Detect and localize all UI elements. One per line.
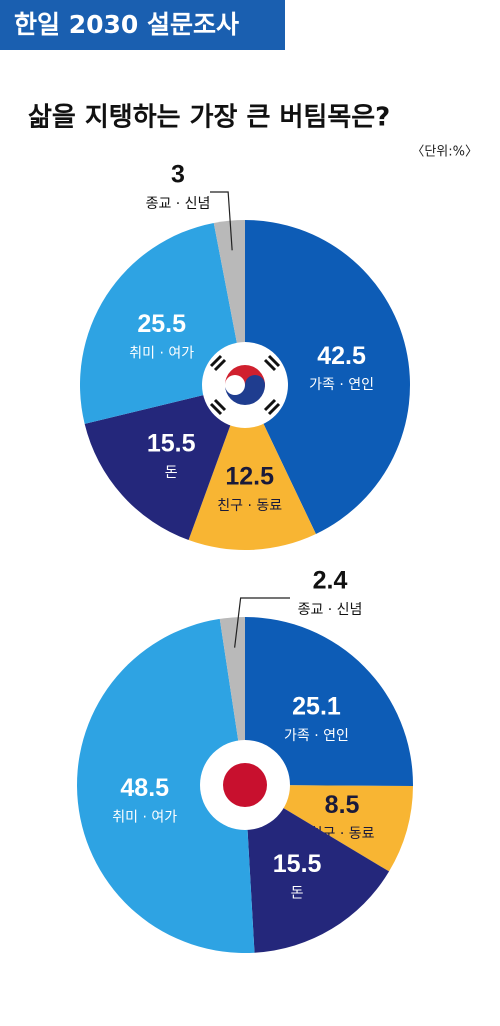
category-label: 가족 · 연인 [284,728,349,744]
title: 삶을 지탱하는 가장 큰 버팀목은? [28,103,390,133]
leader-line [234,597,290,648]
category-label: 돈 [165,465,178,481]
value-label: 3 [171,161,185,189]
pie-slice [245,785,413,872]
pie-slice [245,785,390,953]
category-label: 친구 · 동료 [217,498,282,514]
value-label: 12.5 [225,462,274,490]
value-label: 2.4 [313,567,348,595]
pie-slice [245,220,410,534]
pie-slice [188,385,316,550]
value-label: 25.1 [292,693,341,721]
japan-flag [200,740,290,830]
value-label: 15.5 [147,430,196,458]
category-label: 종교 · 신념 [146,196,211,212]
category-label: 취미 · 여가 [112,809,177,825]
pies: 42.5 가족 · 연인 12.5 친구 · 동료 15.5 돈 25.5 취미 · 여가 3 종… [77,161,413,953]
category-label: 돈 [291,885,304,901]
header: 한일 2030 설문조사 [14,10,239,39]
value-label: 25.5 [137,310,186,338]
korea-flag [202,342,288,428]
leader-line [210,191,233,251]
value-label: 8.5 [325,791,360,819]
pie-slice [245,617,413,787]
value-label: 42.5 [317,342,366,370]
category-label: 가족 · 연인 [309,377,374,393]
value-label: 15.5 [273,850,322,878]
header-box [0,0,285,50]
pie-slice [77,618,255,953]
category-label: 종교 · 신념 [298,602,363,618]
pie-slice [84,385,245,541]
value-label: 48.5 [120,774,169,802]
category-label: 취미 · 여가 [129,345,194,361]
flags [200,342,290,830]
unit: 〈단위:%〉 [411,145,478,160]
